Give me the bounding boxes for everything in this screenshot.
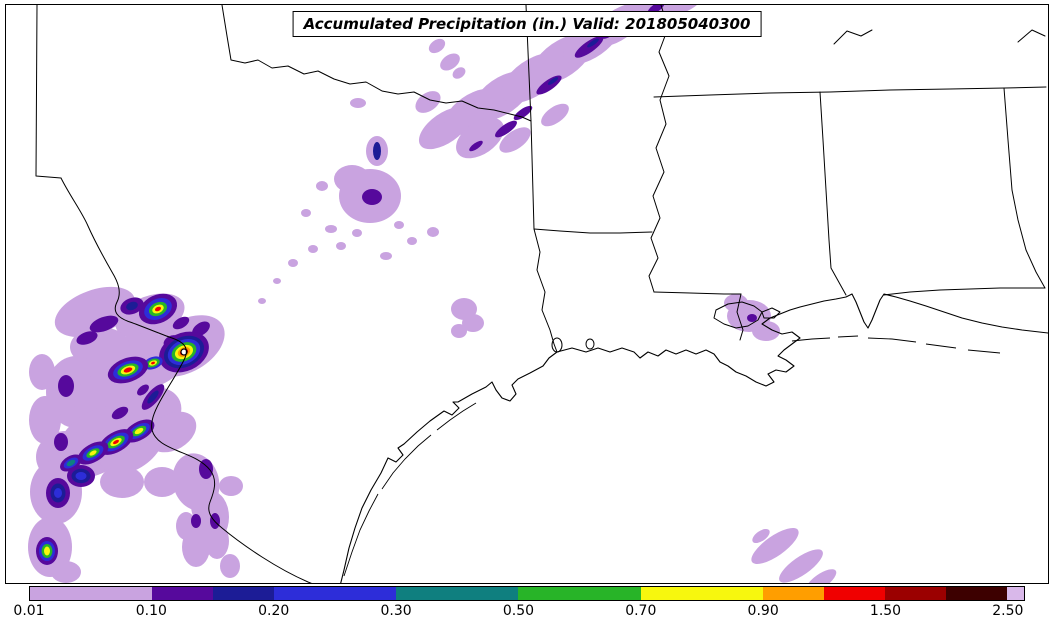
map-title: Accumulated Precipitation (in.) Valid: 2… (292, 11, 762, 37)
alabama-florida-border (883, 287, 1046, 296)
colorbar-segment (823, 587, 885, 600)
top-right-river-squiggle (1017, 29, 1046, 43)
colorbar-segments (30, 587, 1025, 600)
coastline (340, 293, 1048, 583)
colorbar-ticks: 0.01 0.10 0.20 0.30 0.50 0.70 0.90 1.50 2.50 (13, 603, 1025, 621)
mississippi-alabama-border (819, 91, 847, 296)
precip-dark-purple-layer (54, 5, 757, 529)
state-boundaries (35, 5, 1047, 583)
lake-borgne (761, 307, 781, 319)
colorbar (29, 586, 1025, 601)
tennessee-river-squiggle (833, 29, 873, 45)
colorbar-tick-label: 0.20 (258, 603, 290, 619)
colorbar-segment (762, 587, 824, 600)
colorbar-tick-label: 0.30 (380, 603, 412, 619)
sabine-lake (551, 337, 563, 353)
barrier-islands (343, 335, 1001, 577)
colorbar-segment (518, 587, 641, 600)
new-mexico-texas-border (35, 5, 62, 179)
arkansas-louisiana-border (533, 228, 653, 234)
pearl-river-border (736, 293, 744, 341)
alabama-georgia-border (1003, 87, 1046, 289)
map-frame (5, 4, 1049, 584)
texas-louisiana-border (533, 228, 558, 353)
precip-max-marker (180, 348, 188, 356)
mississippi-river-border (648, 5, 670, 293)
texas-oklahoma-border (221, 5, 532, 122)
precip-cells-layer (36, 26, 617, 565)
lake-pontchartrain (713, 301, 763, 329)
texas-arkansas-border (530, 120, 535, 230)
calcasieu-lake (585, 338, 595, 350)
precip-map-canvas (28, 5, 1048, 583)
colorbar-segment (396, 587, 519, 600)
colorbar-segment (884, 587, 946, 600)
rio-grande-border (60, 177, 312, 583)
texas-coastline (340, 351, 558, 583)
colorbar-segment (1006, 587, 1025, 600)
colorbar-tick-label: 0.50 (502, 603, 535, 619)
colorbar-segment (30, 587, 153, 600)
colorbar-segment (945, 587, 1007, 600)
louisiana-mississippi-31n-border (653, 291, 742, 295)
tennessee-border (653, 86, 1047, 98)
colorbar-tick-label: 0.01 (13, 603, 45, 619)
colorbar-segment (274, 587, 397, 600)
colorbar-segment (213, 587, 275, 600)
colorbar-tick-label: 0.70 (625, 603, 657, 619)
colorbar-segment (152, 587, 214, 600)
colorbar-tick-label: 0.10 (135, 603, 167, 619)
colorbar-segment (640, 587, 763, 600)
colorbar-tick-label: 0.90 (747, 603, 779, 619)
colorbar-tick-label: 2.50 (992, 603, 1024, 619)
colorbar-tick-label: 1.50 (869, 603, 902, 619)
